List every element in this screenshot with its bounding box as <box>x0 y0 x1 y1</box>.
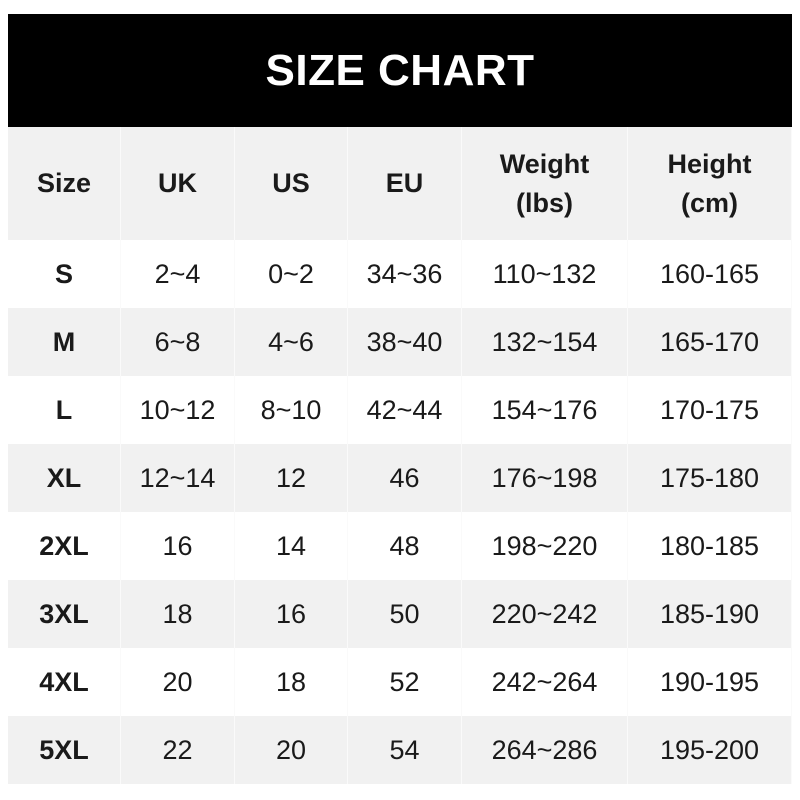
header-unit: (cm) <box>680 187 738 218</box>
cell-height: 185-190 <box>628 580 792 648</box>
cell-size: S <box>8 240 121 308</box>
cell-uk: 22 <box>121 716 235 784</box>
cell-us: 16 <box>235 580 348 648</box>
cell-weight: 110~132 <box>462 240 628 308</box>
cell-eu: 52 <box>348 648 462 716</box>
cell-weight: 242~264 <box>462 648 628 716</box>
cell-weight: 176~198 <box>462 444 628 512</box>
cell-eu: 48 <box>348 512 462 580</box>
cell-us: 0~2 <box>235 240 348 308</box>
cell-size: XL <box>8 444 121 512</box>
header-size: Size <box>8 127 121 240</box>
cell-uk: 20 <box>121 648 235 716</box>
page-title: SIZE CHART <box>265 45 535 95</box>
cell-height: 180-185 <box>628 512 792 580</box>
header-label: Size <box>36 168 92 198</box>
cell-height: 170-175 <box>628 376 792 444</box>
cell-height: 165-170 <box>628 308 792 376</box>
cell-us: 20 <box>235 716 348 784</box>
header-label: US <box>272 168 310 198</box>
cell-size: M <box>8 308 121 376</box>
cell-uk: 6~8 <box>121 308 235 376</box>
header-label: UK <box>158 168 197 198</box>
header-label: Height <box>667 148 752 179</box>
cell-height: 190-195 <box>628 648 792 716</box>
cell-uk: 16 <box>121 512 235 580</box>
cell-us: 4~6 <box>235 308 348 376</box>
cell-uk: 12~14 <box>121 444 235 512</box>
cell-height: 195-200 <box>628 716 792 784</box>
cell-eu: 54 <box>348 716 462 784</box>
header-height: Height (cm) <box>628 127 792 240</box>
cell-uk: 10~12 <box>121 376 235 444</box>
cell-size: L <box>8 376 121 444</box>
cell-us: 8~10 <box>235 376 348 444</box>
cell-uk: 18 <box>121 580 235 648</box>
header-eu: EU <box>348 127 462 240</box>
header-unit: (lbs) <box>516 187 573 218</box>
cell-weight: 198~220 <box>462 512 628 580</box>
header-label: Weight <box>499 148 590 179</box>
title-banner: SIZE CHART <box>8 14 792 127</box>
cell-eu: 50 <box>348 580 462 648</box>
cell-us: 12 <box>235 444 348 512</box>
header-weight: Weight (lbs) <box>462 127 628 240</box>
cell-eu: 42~44 <box>348 376 462 444</box>
cell-weight: 132~154 <box>462 308 628 376</box>
cell-size: 5XL <box>8 716 121 784</box>
cell-height: 160-165 <box>628 240 792 308</box>
header-uk: UK <box>121 127 235 240</box>
header-us: US <box>235 127 348 240</box>
cell-weight: 220~242 <box>462 580 628 648</box>
cell-weight: 264~286 <box>462 716 628 784</box>
cell-eu: 34~36 <box>348 240 462 308</box>
header-label: EU <box>385 168 424 198</box>
cell-eu: 38~40 <box>348 308 462 376</box>
cell-size: 2XL <box>8 512 121 580</box>
cell-weight: 154~176 <box>462 376 628 444</box>
cell-us: 18 <box>235 648 348 716</box>
cell-height: 175-180 <box>628 444 792 512</box>
cell-size: 4XL <box>8 648 121 716</box>
size-chart-table: Size UK US EU Weight (lbs) Height (cm) S 2~4 0~2 34… <box>8 127 792 784</box>
cell-eu: 46 <box>348 444 462 512</box>
cell-size: 3XL <box>8 580 121 648</box>
cell-us: 14 <box>235 512 348 580</box>
cell-uk: 2~4 <box>121 240 235 308</box>
